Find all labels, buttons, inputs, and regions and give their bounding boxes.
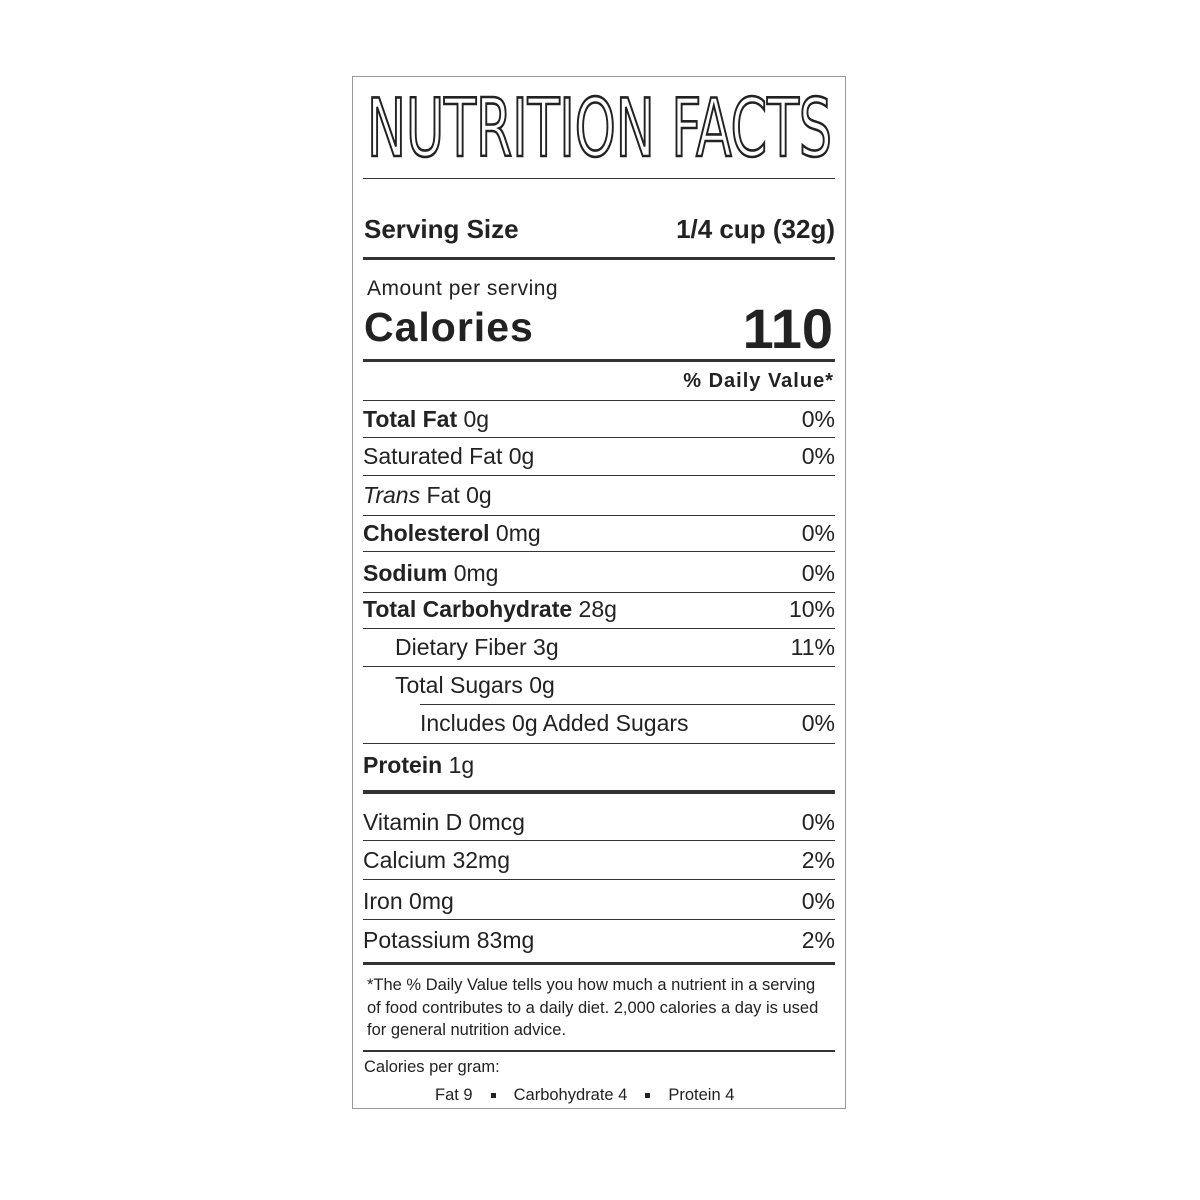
nutrient-name: Calcium: [363, 847, 447, 873]
nutrient-dv: 0%: [801, 520, 835, 546]
nutrient-dv: 11%: [790, 634, 835, 660]
nutrient-dv: 2%: [801, 927, 835, 953]
nutrient-amount: 0g: [508, 443, 535, 469]
nutrient-row: Dietary Fiber 3g 11%: [395, 633, 835, 661]
nutrient-dv: 2%: [801, 847, 835, 873]
nutrient-dv: 0%: [801, 406, 835, 432]
bullet: [490, 1093, 496, 1099]
rule: [363, 257, 835, 260]
rule: [363, 437, 835, 438]
nutrient-name: Total Carbohydrate: [363, 596, 573, 622]
cpg-label: Calories per gram:: [364, 1058, 500, 1076]
serving-value: 1/4 cup (32g): [676, 214, 835, 244]
nutrient-row: Total Sugars 0g: [395, 671, 835, 699]
rule: [363, 1050, 835, 1052]
footnote: *The % Daily Value tells you how much a …: [367, 976, 819, 1039]
rule: [363, 743, 835, 744]
nutrient-name: Iron: [363, 888, 403, 914]
cpg-item: Carbohydrate 4: [513, 1086, 628, 1104]
rule: [363, 515, 835, 516]
cpg-item: Fat 9: [435, 1086, 473, 1104]
nutrient-name: Protein: [363, 752, 443, 778]
nutrient-amount: 0g: [466, 482, 492, 508]
rule: [363, 359, 835, 362]
rule: [363, 475, 835, 476]
nutrient-dv: 0%: [801, 710, 835, 736]
nutrient-amount: 0mg: [495, 520, 541, 546]
nutrient-dv: 0%: [801, 888, 835, 914]
nutrient-amount: 28g: [578, 596, 617, 622]
nutrient-name: Sodium: [363, 560, 448, 586]
rule: [363, 879, 835, 880]
nutrient-dv: 0%: [801, 809, 835, 835]
calories-value: 110: [742, 297, 833, 360]
rule: [363, 840, 835, 841]
bullet: [645, 1093, 651, 1099]
nutrient-amount: 0mg: [453, 560, 499, 586]
rule: [363, 551, 835, 552]
rule: [363, 400, 835, 401]
nutrient-name: Dietary Fiber: [395, 634, 527, 660]
serving-label: Serving Size: [364, 214, 519, 244]
nutrient-row: Iron 0mg 0%: [363, 887, 835, 915]
nutrient-amount: 1g: [448, 752, 475, 778]
rule: [363, 178, 835, 179]
label-frame: [352, 76, 846, 1109]
amount-note: Amount per serving: [367, 277, 559, 300]
nutrient-name: Saturated Fat: [363, 443, 503, 469]
rule: [363, 790, 835, 794]
nutrient-dv: 0%: [801, 560, 835, 586]
nutrient-row: Total Carbohydrate 28g 10%: [363, 595, 835, 623]
title: NUTRITION FACTS: [367, 82, 832, 172]
nutrient-amount: 0g: [529, 672, 555, 698]
nutrient-row: Protein 1g: [363, 751, 835, 779]
dv-header: % Daily Value*: [683, 370, 834, 392]
nutrient-name: Includes 0g Added Sugars: [420, 710, 689, 736]
nutrient-row: Sodium 0mg 0%: [363, 559, 835, 587]
nutrient-name: Cholesterol: [363, 520, 490, 546]
cpg-item: Protein 4: [668, 1086, 735, 1104]
rule: [363, 919, 835, 920]
calories-label: Calories: [364, 304, 534, 350]
nutrient-row: Saturated Fat 0g 0%: [363, 442, 835, 470]
nutrient-amount: 0mcg: [468, 809, 525, 835]
nutrient-dv: 10%: [788, 596, 835, 622]
nutrient-row: Includes 0g Added Sugars 0%: [420, 709, 835, 737]
nutrient-amount: 83mg: [476, 927, 535, 953]
title-svg: NUTRITION FACTS: [366, 82, 834, 172]
nutrient-name: Potassium: [363, 927, 471, 953]
nutrient-row: Trans Fat 0g: [363, 481, 835, 509]
nutrient-row: Potassium 83mg 2%: [363, 926, 835, 954]
rule: [363, 628, 835, 629]
nutrient-row: Vitamin D 0mcg 0%: [363, 808, 835, 836]
rule: [420, 704, 835, 705]
rule: [363, 666, 835, 667]
nutrient-amount: 0g: [463, 406, 490, 432]
nutrient-italic: Trans: [363, 482, 421, 508]
nutrient-name: Vitamin D: [363, 809, 463, 835]
rule: [363, 592, 835, 593]
nutrient-dv: 0%: [801, 443, 835, 469]
nutrient-amount: 32mg: [452, 847, 511, 873]
nutrient-name: Total Sugars: [395, 672, 523, 698]
nutrient-row: Cholesterol 0mg 0%: [363, 519, 835, 547]
nutrient-row: Calcium 32mg 2%: [363, 846, 835, 874]
nutrient-name: Total Fat: [363, 406, 458, 432]
cpg-items: Fat 9 Carbohydrate 4 Protein 4: [435, 1086, 734, 1105]
rule: [363, 962, 835, 965]
nutrient-amount: 3g: [533, 634, 559, 660]
nutrient-row: Total Fat 0g 0%: [363, 405, 835, 433]
nutrient-name: Fat: [426, 482, 460, 508]
nutrient-amount: 0mg: [409, 888, 454, 914]
